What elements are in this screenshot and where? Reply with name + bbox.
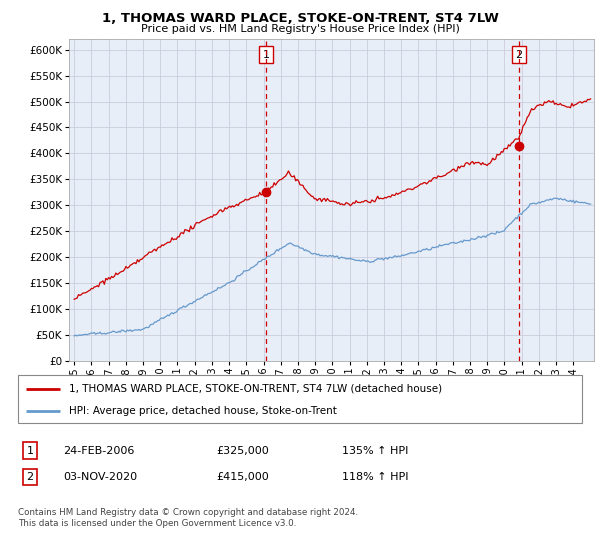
Text: Contains HM Land Registry data © Crown copyright and database right 2024.
This d: Contains HM Land Registry data © Crown c… — [18, 508, 358, 528]
Text: HPI: Average price, detached house, Stoke-on-Trent: HPI: Average price, detached house, Stok… — [69, 406, 337, 416]
Text: 24-FEB-2006: 24-FEB-2006 — [63, 446, 134, 456]
Text: £415,000: £415,000 — [216, 472, 269, 482]
Text: 135% ↑ HPI: 135% ↑ HPI — [342, 446, 409, 456]
Text: 1: 1 — [263, 50, 269, 60]
Text: 03-NOV-2020: 03-NOV-2020 — [63, 472, 137, 482]
Text: 118% ↑ HPI: 118% ↑ HPI — [342, 472, 409, 482]
Text: 1, THOMAS WARD PLACE, STOKE-ON-TRENT, ST4 7LW: 1, THOMAS WARD PLACE, STOKE-ON-TRENT, ST… — [101, 12, 499, 25]
Text: 1, THOMAS WARD PLACE, STOKE-ON-TRENT, ST4 7LW (detached house): 1, THOMAS WARD PLACE, STOKE-ON-TRENT, ST… — [69, 384, 442, 394]
Text: Price paid vs. HM Land Registry's House Price Index (HPI): Price paid vs. HM Land Registry's House … — [140, 24, 460, 34]
FancyBboxPatch shape — [18, 375, 582, 423]
Text: 2: 2 — [26, 472, 34, 482]
Text: 1: 1 — [26, 446, 34, 456]
Text: 2: 2 — [515, 50, 523, 60]
Text: £325,000: £325,000 — [216, 446, 269, 456]
